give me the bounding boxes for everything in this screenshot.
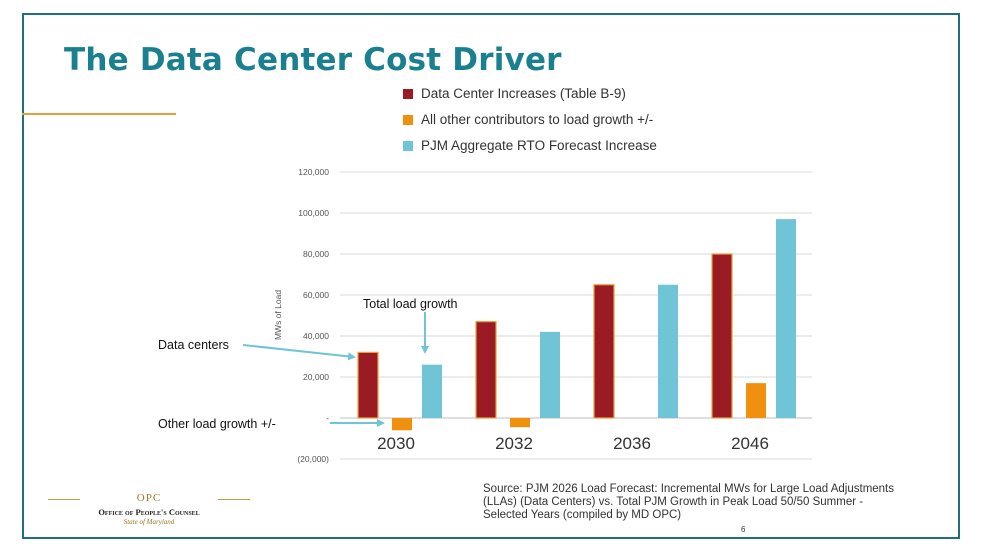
legend-swatch bbox=[403, 141, 413, 151]
legend-item-pjm-forecast: PJM Aggregate RTO Forecast Increase bbox=[403, 136, 657, 162]
bar-2032-series-0 bbox=[475, 321, 497, 419]
source-note: Source: PJM 2026 Load Forecast: Incremen… bbox=[483, 483, 895, 521]
logo-name: Office of People's Counsel bbox=[98, 507, 200, 517]
legend-swatch bbox=[403, 115, 413, 125]
bar-2036-series-2 bbox=[658, 284, 678, 418]
bar-2032-series-1 bbox=[510, 418, 530, 428]
annotation-arrow bbox=[242, 344, 356, 361]
y-tick-label: 100,000 bbox=[298, 208, 329, 218]
y-tick-label: (20,000) bbox=[297, 454, 329, 464]
y-tick-label: 60,000 bbox=[303, 290, 329, 300]
x-category-label: 2046 bbox=[731, 434, 769, 453]
x-category-label: 2032 bbox=[495, 434, 533, 453]
chart-legend: Data Center Increases (Table B-9) All ot… bbox=[403, 84, 657, 162]
y-tick-label: 40,000 bbox=[303, 331, 329, 341]
bar-2030-series-1 bbox=[392, 418, 412, 431]
legend-swatch bbox=[403, 89, 413, 99]
logo-state: State of Maryland bbox=[123, 518, 175, 526]
y-tick-label: - bbox=[326, 413, 329, 423]
bar-2036-series-0 bbox=[593, 284, 615, 419]
annotation-data-centers: Data centers bbox=[158, 338, 229, 352]
legend-label: All other contributors to load growth +/… bbox=[421, 112, 654, 127]
opc-logo: OPC Office of People's Counsel State of … bbox=[48, 492, 250, 526]
y-tick-label: 80,000 bbox=[303, 249, 329, 259]
x-category-label: 2030 bbox=[377, 434, 415, 453]
legend-label: Data Center Increases (Table B-9) bbox=[421, 86, 626, 101]
bar-2046-series-2 bbox=[776, 219, 796, 418]
legend-item-data-center: Data Center Increases (Table B-9) bbox=[403, 84, 657, 110]
page-number: 6 bbox=[741, 525, 746, 534]
bar-2030-series-2 bbox=[422, 364, 442, 418]
bar-2032-series-2 bbox=[540, 331, 560, 418]
title-accent-rule bbox=[22, 113, 176, 115]
bar-2046-series-0 bbox=[711, 253, 733, 419]
legend-label: PJM Aggregate RTO Forecast Increase bbox=[421, 138, 657, 153]
legend-item-other-contributors: All other contributors to load growth +/… bbox=[403, 110, 657, 136]
x-category-label: 2036 bbox=[613, 434, 651, 453]
logo-abbr: OPC bbox=[48, 492, 250, 504]
bar-2046-series-1 bbox=[746, 383, 766, 418]
annotation-other-load-growth: Other load growth +/- bbox=[158, 417, 276, 431]
bar-2030-series-0 bbox=[357, 351, 379, 419]
y-axis-label: MWs of Load bbox=[273, 290, 283, 340]
y-tick-label: 120,000 bbox=[298, 167, 329, 177]
slide-frame bbox=[22, 13, 960, 539]
annotation-total-load-growth: Total load growth bbox=[363, 297, 458, 311]
slide-title: The Data Center Cost Driver bbox=[64, 42, 562, 78]
y-tick-label: 20,000 bbox=[303, 372, 329, 382]
